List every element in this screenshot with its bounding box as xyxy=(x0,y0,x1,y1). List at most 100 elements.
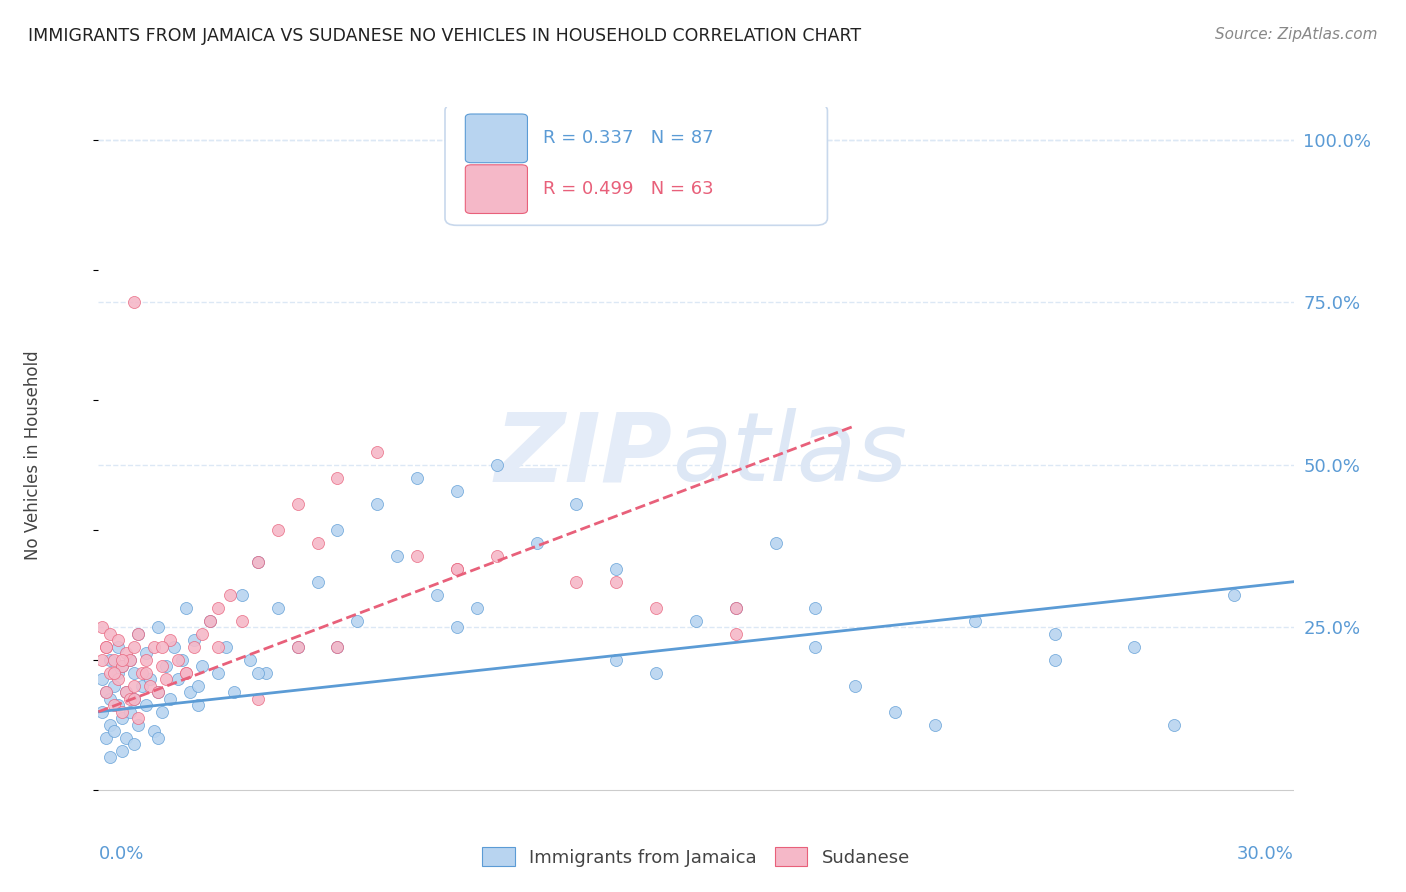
Point xyxy=(565,497,588,511)
Point xyxy=(174,665,197,680)
Point xyxy=(91,620,114,634)
Text: R = 0.337   N = 87: R = 0.337 N = 87 xyxy=(543,129,714,147)
Point xyxy=(346,614,368,628)
Point xyxy=(254,665,277,680)
Point xyxy=(124,691,146,706)
Point xyxy=(124,295,146,310)
Point xyxy=(406,471,429,485)
Point xyxy=(246,691,269,706)
Point xyxy=(765,535,787,549)
Point xyxy=(605,574,627,589)
Point xyxy=(231,588,253,602)
Point xyxy=(111,705,134,719)
Point xyxy=(1043,626,1066,640)
Point xyxy=(191,626,214,640)
Point xyxy=(100,665,122,680)
Point xyxy=(605,653,627,667)
Point xyxy=(605,562,627,576)
Point xyxy=(191,659,214,673)
Point xyxy=(111,711,134,725)
Point xyxy=(124,665,146,680)
Point xyxy=(148,731,170,745)
Point xyxy=(231,614,253,628)
Point xyxy=(326,640,349,654)
Point xyxy=(150,705,173,719)
Point xyxy=(1163,718,1185,732)
Point xyxy=(183,633,205,648)
Point xyxy=(135,665,157,680)
Point xyxy=(1043,653,1066,667)
Point xyxy=(143,724,166,739)
Point xyxy=(124,679,146,693)
Point xyxy=(120,653,142,667)
Text: 0.0%: 0.0% xyxy=(98,845,143,863)
Point xyxy=(446,562,468,576)
Point xyxy=(526,535,548,549)
Point xyxy=(963,614,986,628)
Point xyxy=(172,653,194,667)
Point xyxy=(148,685,170,699)
Point xyxy=(222,685,245,699)
Legend: Immigrants from Jamaica, Sudanese: Immigrants from Jamaica, Sudanese xyxy=(475,840,917,874)
Point xyxy=(267,600,290,615)
Point xyxy=(326,523,349,537)
Point xyxy=(406,549,429,563)
Point xyxy=(127,718,149,732)
Point xyxy=(120,705,142,719)
Point xyxy=(100,653,122,667)
Point xyxy=(115,731,138,745)
Point xyxy=(103,665,125,680)
Point xyxy=(135,698,157,713)
Point xyxy=(804,600,827,615)
Point xyxy=(127,626,149,640)
Point xyxy=(100,750,122,764)
Point xyxy=(366,497,388,511)
Point xyxy=(107,665,129,680)
Point xyxy=(174,665,197,680)
Point xyxy=(139,679,162,693)
Point xyxy=(485,549,508,563)
Point xyxy=(804,640,827,654)
Text: IMMIGRANTS FROM JAMAICA VS SUDANESE NO VEHICLES IN HOUSEHOLD CORRELATION CHART: IMMIGRANTS FROM JAMAICA VS SUDANESE NO V… xyxy=(28,27,862,45)
Point xyxy=(148,620,170,634)
Point xyxy=(167,672,190,686)
Point xyxy=(91,705,114,719)
Point xyxy=(724,600,747,615)
FancyBboxPatch shape xyxy=(465,165,527,213)
Point xyxy=(565,574,588,589)
Point xyxy=(426,588,449,602)
Point xyxy=(115,646,138,660)
Point xyxy=(107,698,129,713)
Point xyxy=(111,744,134,758)
Point xyxy=(96,640,118,654)
Point xyxy=(159,691,181,706)
Point xyxy=(103,679,125,693)
Point xyxy=(148,685,170,699)
Point xyxy=(103,698,125,713)
Point xyxy=(139,672,162,686)
Point xyxy=(107,640,129,654)
Point xyxy=(174,600,197,615)
Point xyxy=(96,640,118,654)
Point xyxy=(100,691,122,706)
Point xyxy=(207,600,229,615)
Point xyxy=(307,535,329,549)
Point xyxy=(287,497,309,511)
Point xyxy=(127,626,149,640)
Point xyxy=(120,653,142,667)
Point xyxy=(115,685,138,699)
Point xyxy=(246,555,269,569)
Point xyxy=(446,620,468,634)
Point xyxy=(446,483,468,498)
Point xyxy=(179,685,201,699)
Point xyxy=(465,600,488,615)
Point xyxy=(183,640,205,654)
Point xyxy=(307,574,329,589)
Point xyxy=(884,705,907,719)
Point xyxy=(103,724,125,739)
Point xyxy=(120,691,142,706)
Point xyxy=(219,588,242,602)
Point xyxy=(924,718,946,732)
Point xyxy=(215,640,238,654)
Point xyxy=(127,711,149,725)
